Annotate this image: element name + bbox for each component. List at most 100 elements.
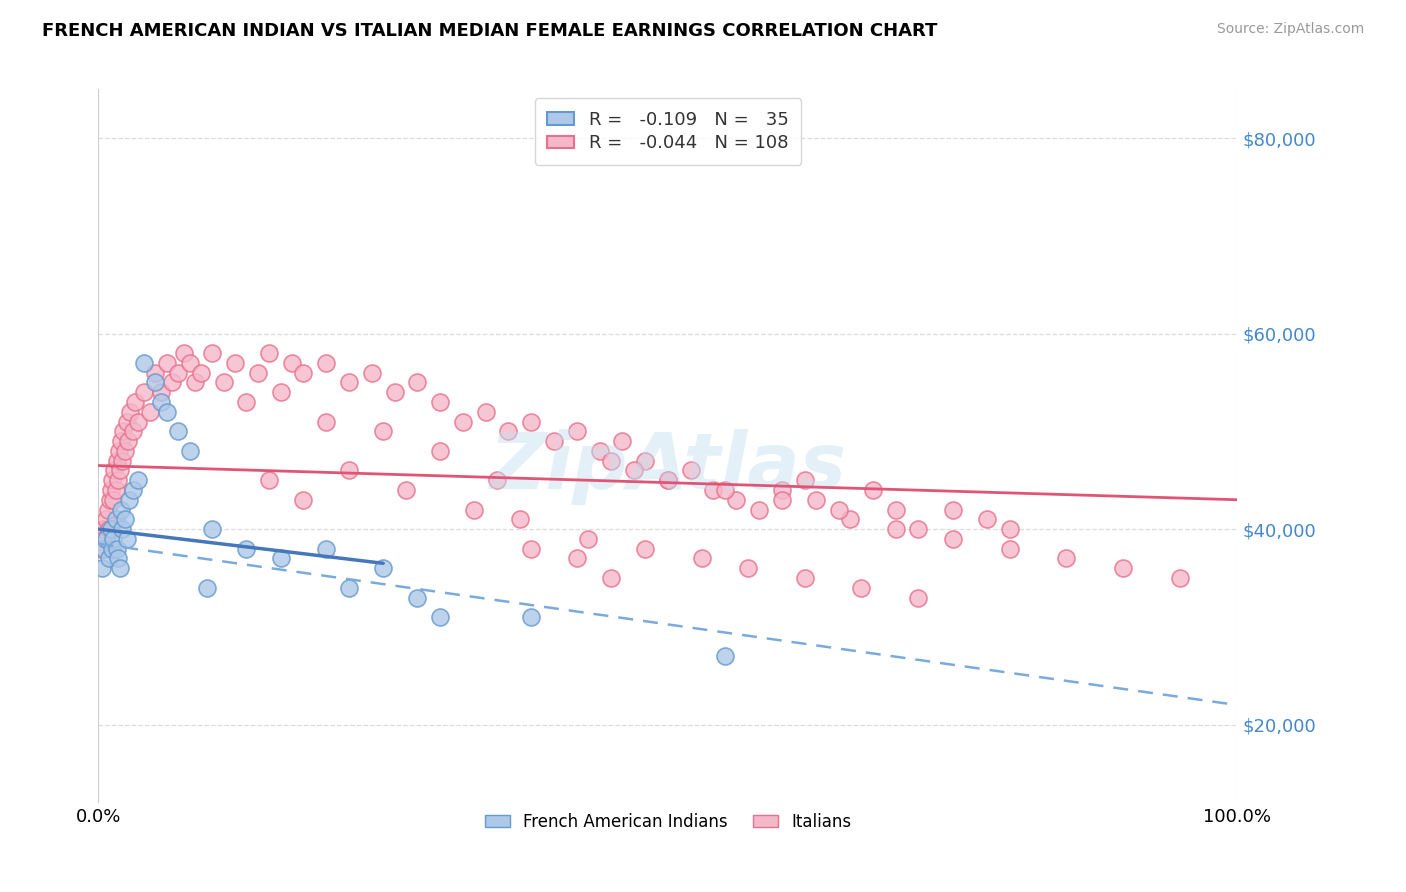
Point (184, 376, 207, 390)
Point (105, 541, 128, 556)
Point (1112, 561, 1135, 575)
Point (259, 473, 281, 487)
Point (127, 415, 149, 429)
Point (714, 483, 737, 497)
Point (907, 591, 929, 605)
Point (114, 512, 136, 526)
Point (337, 376, 360, 390)
Point (179, 443, 201, 458)
Point (100, 522, 122, 536)
Point (828, 502, 851, 516)
Point (201, 346, 224, 360)
Point (600, 571, 623, 585)
Point (998, 541, 1021, 556)
Point (725, 492, 748, 507)
Point (565, 425, 588, 439)
Point (270, 551, 292, 566)
Point (942, 502, 965, 516)
Point (451, 415, 474, 429)
Point (509, 512, 531, 526)
Point (108, 463, 131, 477)
Point (281, 356, 304, 370)
Point (337, 463, 360, 477)
Point (103, 532, 125, 546)
Point (520, 415, 543, 429)
Point (884, 502, 907, 516)
Point (498, 425, 520, 439)
Text: ZipAtlas: ZipAtlas (489, 429, 846, 506)
Point (588, 443, 610, 458)
Point (429, 443, 451, 458)
Point (121, 483, 143, 497)
Point (108, 561, 131, 575)
Point (486, 473, 509, 487)
Point (474, 405, 496, 419)
Point (195, 581, 218, 595)
Point (576, 532, 599, 546)
Point (201, 522, 224, 536)
Point (543, 434, 565, 449)
Point (520, 610, 543, 624)
Point (93, 532, 115, 546)
Point (1170, 571, 1192, 585)
Point (90, 541, 112, 556)
Point (101, 541, 124, 556)
Point (315, 541, 337, 556)
Point (212, 376, 235, 390)
Point (907, 522, 929, 536)
Point (235, 395, 257, 409)
Point (100, 483, 122, 497)
Point (115, 532, 138, 546)
Point (862, 483, 884, 497)
Point (737, 561, 759, 575)
Point (90, 561, 112, 575)
Text: Source: ZipAtlas.com: Source: ZipAtlas.com (1216, 22, 1364, 37)
Point (463, 502, 485, 516)
Point (96, 502, 118, 516)
Point (714, 649, 737, 664)
Point (520, 541, 543, 556)
Point (634, 541, 657, 556)
Legend: French American Indians, Italians: French American Indians, Italians (478, 806, 858, 838)
Point (104, 512, 127, 526)
Point (259, 346, 281, 360)
Point (657, 473, 679, 487)
Point (770, 483, 793, 497)
Point (1056, 551, 1078, 566)
Point (565, 551, 588, 566)
Point (998, 522, 1021, 536)
Point (770, 492, 793, 507)
Point (793, 473, 815, 487)
Point (111, 522, 134, 536)
Point (114, 443, 136, 458)
Point (138, 405, 160, 419)
Point (429, 395, 451, 409)
Point (167, 425, 190, 439)
Point (132, 385, 155, 400)
Point (120, 405, 142, 419)
Point (190, 366, 212, 380)
Point (150, 385, 173, 400)
Point (976, 512, 998, 526)
Point (804, 492, 827, 507)
Point (104, 483, 127, 497)
Point (156, 405, 179, 419)
Point (167, 366, 190, 380)
Point (115, 415, 138, 429)
Point (600, 453, 623, 467)
Point (224, 356, 246, 370)
Point (793, 571, 815, 585)
Point (292, 366, 315, 380)
Point (97, 551, 120, 566)
Point (270, 385, 292, 400)
Point (105, 453, 128, 467)
Point (107, 473, 129, 487)
Point (118, 492, 141, 507)
Point (360, 366, 382, 380)
Point (145, 376, 167, 390)
Point (942, 532, 965, 546)
Point (150, 395, 173, 409)
Point (395, 483, 418, 497)
Point (679, 463, 702, 477)
Point (371, 425, 394, 439)
